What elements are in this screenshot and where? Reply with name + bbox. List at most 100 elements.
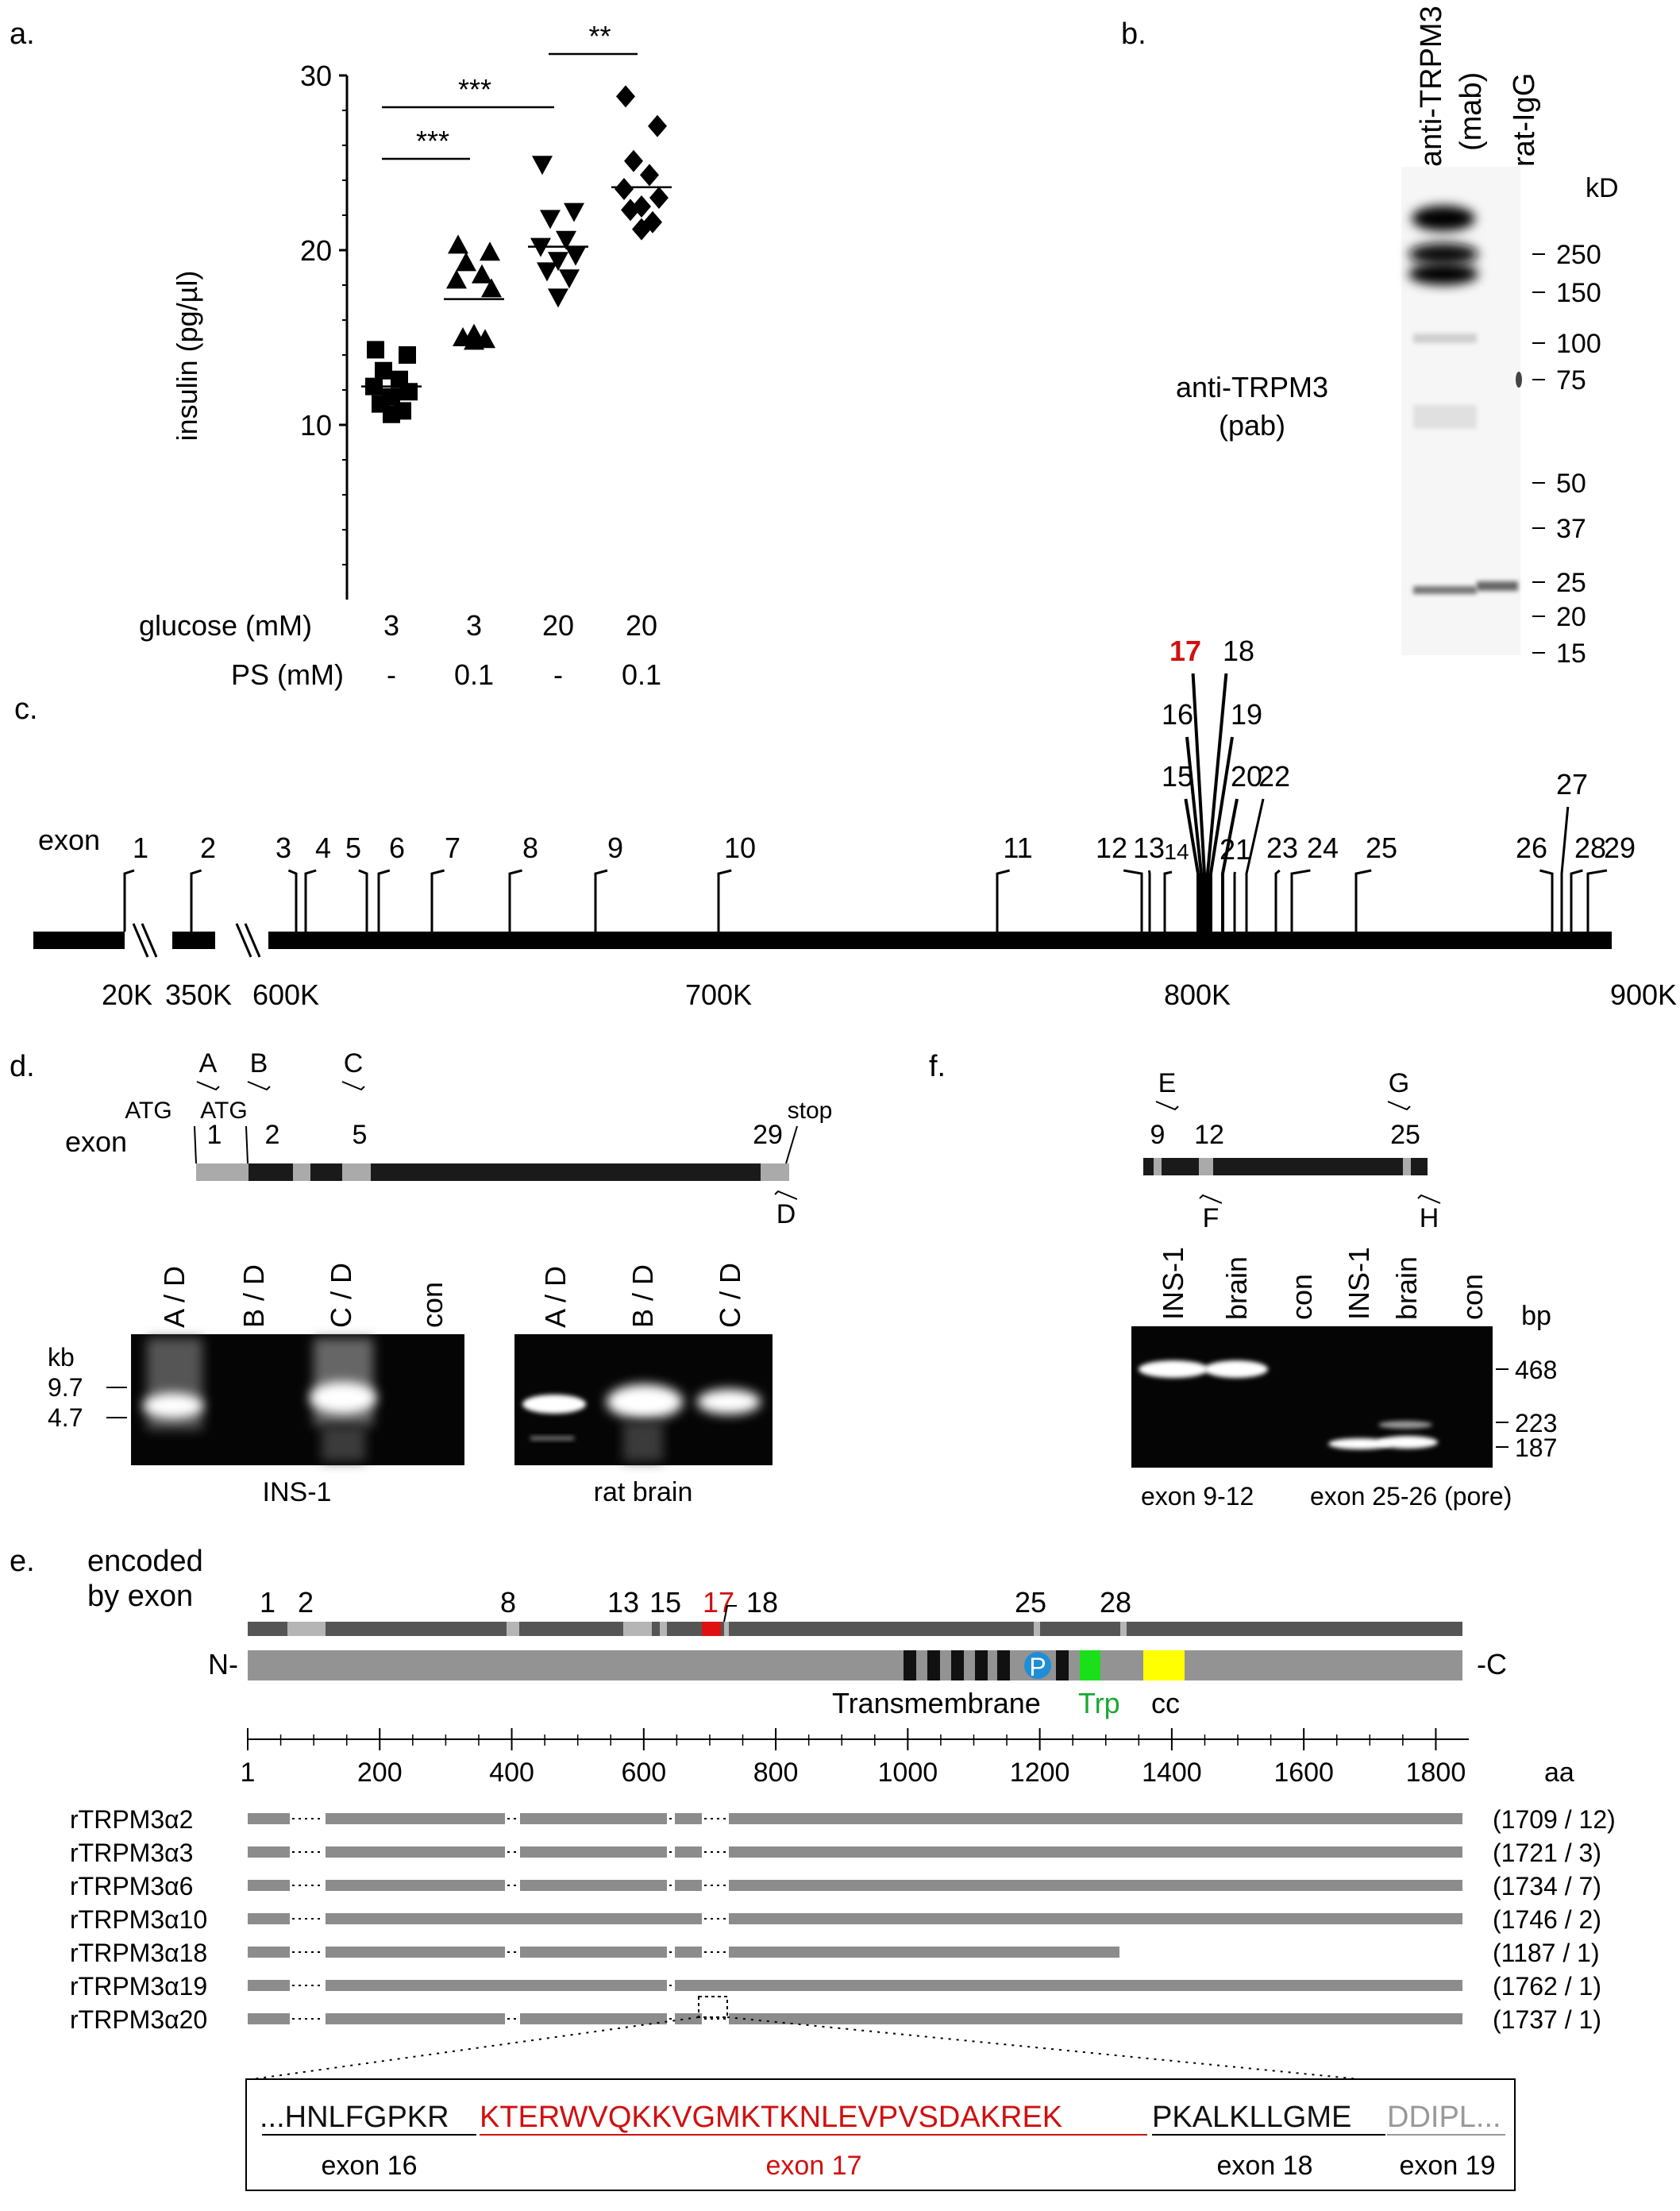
lane-label-anti-trpm3: anti-TRPM3 — [1415, 6, 1448, 167]
isoform-segment — [248, 1880, 290, 1891]
exon-number: 25 — [1015, 1586, 1046, 1619]
genome-axis-label: 900K — [1610, 978, 1677, 1011]
isoform-segment — [729, 1880, 1462, 1891]
isoform-segment — [248, 1846, 290, 1858]
kd-marker-label: 20 — [1556, 602, 1586, 632]
y-axis-label: insulin (pg/µl) — [171, 271, 203, 442]
seq-label-exon18: exon 18 — [1217, 2151, 1313, 2181]
exon-marker-line — [1185, 736, 1203, 932]
data-point-square — [383, 405, 400, 423]
exon-marker-line — [377, 869, 391, 932]
tm-segment — [904, 1650, 916, 1680]
aa-tick-label: 200 — [357, 1758, 403, 1788]
genome-axis-label: 350K — [165, 978, 232, 1011]
lane-label-rat-igg: rat-IgG — [1508, 73, 1541, 167]
panel-a-label: a. — [10, 17, 35, 51]
primer-arrow — [774, 1190, 798, 1200]
exon-label: 22 — [1258, 760, 1290, 793]
exon-label: 19 — [1231, 698, 1262, 731]
probe-label-1: anti-TRPM3 — [1176, 371, 1328, 403]
bp-marker-187: 187 — [1515, 1433, 1557, 1462]
tm-segment — [927, 1650, 940, 1680]
isoform-segment — [729, 2013, 1462, 2024]
isoform-segment — [326, 1980, 667, 1991]
primer-arrow — [196, 1081, 220, 1091]
exon-label: 5 — [345, 832, 361, 864]
exon-label: 12 — [1096, 832, 1127, 864]
lane-label: A / D — [539, 1266, 572, 1328]
isoform-segment — [326, 2013, 505, 2024]
kd-marker-label: 37 — [1556, 514, 1586, 544]
exon-marker-line — [1184, 798, 1200, 932]
primer-arrow — [247, 1081, 271, 1091]
significance-stars: *** — [416, 125, 449, 157]
exon-label: 9 — [607, 832, 623, 864]
category-labels: 3 - 3 0.1 20 - 20 0.1 — [383, 609, 661, 691]
exon-label: 24 — [1307, 832, 1339, 864]
exon-label: 15 — [1162, 760, 1193, 793]
isoform-segment — [729, 1913, 1462, 1924]
panel-c-label: c. — [14, 693, 38, 726]
tm-segment — [1056, 1650, 1069, 1680]
exon-marker-line — [1245, 798, 1265, 932]
ps-value: 0.1 — [454, 658, 494, 691]
cc-label: cc — [1151, 1687, 1180, 1719]
exon-marker-line — [1147, 870, 1151, 932]
panel-f: f. E GF H 9 12 25 INS-1 brain con INS-1 brain c… — [929, 1050, 1557, 1511]
transcript-diagram — [1143, 1158, 1428, 1175]
gel-caption-exon-9-12: exon 9-12 — [1141, 1482, 1254, 1511]
exon-marker-line — [1209, 736, 1234, 932]
gel-band-brain-468 — [1204, 1360, 1268, 1378]
exon-marker-line — [1123, 869, 1143, 932]
pore-domain-label: P — [1029, 1653, 1046, 1681]
exon-marker-line — [430, 869, 445, 932]
exon-label: 20 — [1231, 760, 1262, 793]
data-point-triangle-down — [548, 252, 568, 272]
exon-marker-line — [1539, 869, 1554, 932]
exon-label: 6 — [389, 832, 405, 864]
exon-marker-line — [996, 869, 1010, 932]
primer-markers: A B C D — [196, 1048, 798, 1229]
exon-label: 16 — [1162, 698, 1193, 731]
isoform-info: (1746 / 2) — [1493, 1905, 1601, 1934]
primer-label: E — [1158, 1068, 1177, 1098]
bp-marker-468: 468 — [1515, 1356, 1557, 1384]
tm-segment — [997, 1650, 1010, 1680]
gel-caption-ins1: INS-1 — [263, 1477, 332, 1507]
gel-band-brain-187 — [1378, 1436, 1438, 1449]
pore-domain-circle — [1024, 1652, 1051, 1679]
exon-18-leader — [723, 1605, 737, 1623]
genome-axis-label: 800K — [1164, 978, 1231, 1011]
isoform-segment — [520, 2013, 667, 2024]
exon-number: 1 — [260, 1586, 276, 1619]
data-point-triangle-down — [548, 288, 568, 308]
ps-value: - — [387, 658, 396, 691]
isoform-list: rTRPM3α2 (1709 / 12) rTRPM3α3 (1721 / 3) rTR… — [70, 1805, 1616, 2034]
data-point-triangle-down — [565, 246, 586, 266]
exon-number: 18 — [746, 1586, 778, 1619]
exon-label: 29 — [1604, 832, 1636, 864]
ps-row-label: PS (mM) — [231, 658, 344, 691]
data-point-diamond — [640, 164, 659, 187]
blot-band-150 — [1408, 263, 1478, 285]
lane-label: C / D — [325, 1263, 357, 1328]
bp-unit: bp — [1521, 1301, 1551, 1331]
exon-label: 25 — [1366, 832, 1397, 864]
data-point-diamond — [649, 187, 669, 209]
isoform-segment — [520, 1880, 667, 1891]
primer-label-b: B — [250, 1048, 268, 1078]
panel-e: e. encoded by exon 1 2 8 13 15 17 18 25 28 N- -C — [10, 1545, 1616, 2191]
exon-marker-line — [1163, 870, 1173, 932]
panel-b-label: b. — [1121, 17, 1146, 51]
aa-unit: aa — [1544, 1758, 1574, 1788]
isoform-name: rTRPM3α19 — [70, 1972, 207, 2001]
data-point-diamond — [624, 149, 643, 172]
genome-axis-label: 20K — [102, 978, 152, 1011]
exon-marker-line — [287, 869, 298, 932]
kd-marker-label: 15 — [1556, 639, 1586, 669]
gel-band-c-d — [310, 1382, 376, 1414]
cc-domain — [1143, 1650, 1185, 1680]
y-tick-label: 10 — [300, 409, 332, 442]
seq-label-exon17: exon 17 — [766, 2151, 862, 2181]
